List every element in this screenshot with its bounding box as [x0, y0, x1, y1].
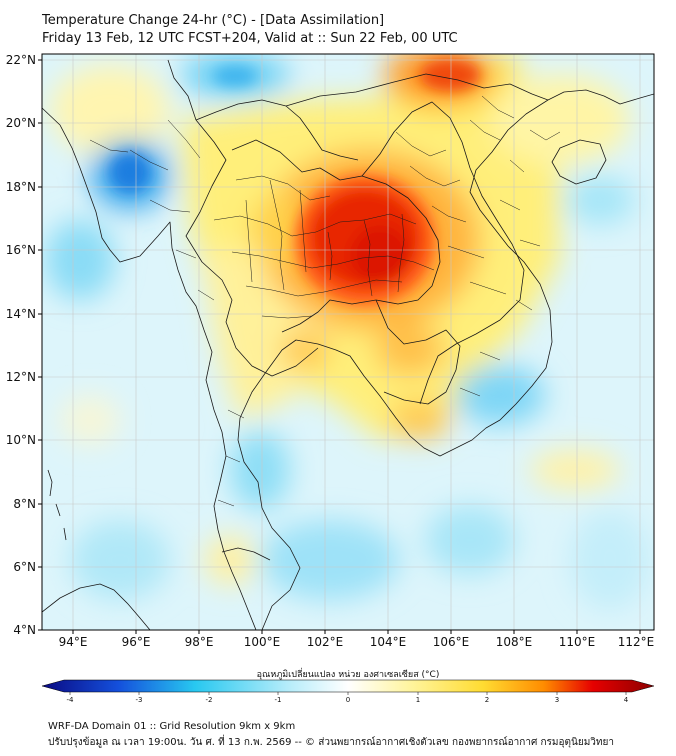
lat-label: 20°N: [6, 116, 36, 130]
lon-label: 106°E: [433, 635, 470, 649]
lat-label: 8°N: [13, 497, 36, 511]
lon-label: 108°E: [496, 635, 533, 649]
myanmar-divisions: [89, 119, 215, 301]
map-subtitle: Friday 13 Feb, 12 UTC FCST+204, Valid at…: [42, 31, 458, 46]
sumatra-coast: [42, 583, 151, 630]
colorbar-tick: 3: [555, 696, 559, 704]
lon-label: 102°E: [307, 635, 344, 649]
lon-label: 110°E: [559, 635, 596, 649]
model-info: WRF-DA Domain 01 :: Grid Resolution 9km …: [48, 721, 296, 732]
colorbar-tick: 0: [346, 696, 350, 704]
colorbar: อุณหภูมิเปลี่ยนแปลง หน่วย องศาเซลเซียส (…: [41, 667, 655, 704]
lon-label: 96°E: [122, 635, 151, 649]
lon-label: 112°E: [618, 635, 655, 649]
colorbar-tick: -4: [67, 696, 75, 704]
map-title: Temperature Change 24-hr (°C) - [Data As…: [42, 13, 385, 28]
lat-label: 12°N: [6, 370, 36, 384]
update-credit: ปรับปรุงข้อมูล ณ เวลา 19:00น. วัน ศ. ที่…: [48, 737, 614, 748]
temperature-field: [42, 54, 654, 630]
lon-label: 98°E: [185, 635, 214, 649]
vietnam-provinces: [459, 95, 561, 397]
thailand-provinces: [213, 175, 435, 507]
lon-label: 94°E: [59, 635, 88, 649]
laos-vietnam-border: [361, 101, 525, 405]
map-frame: [41, 53, 655, 631]
lat-label: 6°N: [13, 560, 36, 574]
lat-label: 22°N: [6, 53, 36, 67]
colorbar-tick: 1: [416, 696, 420, 704]
thailand-border: [185, 119, 441, 377]
lat-label: 10°N: [6, 433, 36, 447]
malaysia-border: [221, 547, 271, 561]
hainan-island: [551, 139, 607, 185]
lat-label: 14°N: [6, 307, 36, 321]
indochina-coastline: [42, 89, 654, 630]
lat-label: 4°N: [13, 623, 36, 637]
colorbar-tick: -1: [275, 696, 282, 704]
colorbar-tick: -2: [206, 696, 213, 704]
lat-label: 18°N: [6, 180, 36, 194]
colorbar-label: อุณหภูมิเปลี่ยนแปลง หน่วย องศาเซลเซียส (…: [257, 667, 440, 680]
andaman-islands: [47, 469, 67, 541]
colorbar-tick: -3: [136, 696, 143, 704]
lon-label: 100°E: [244, 635, 281, 649]
cambodia-border: [375, 299, 461, 405]
lat-label: 16°N: [6, 243, 36, 257]
colorbar-tick: 4: [624, 696, 629, 704]
forecast-map: 22°N 20°N 18°N 16°N 14°N 12°N 10°N 8°N 6…: [6, 53, 655, 704]
china-border: [285, 73, 549, 107]
colorbar-tick: 2: [485, 696, 489, 704]
laos-provinces: [395, 131, 507, 295]
myanmar-border: [167, 59, 359, 161]
lon-label: 104°E: [370, 635, 407, 649]
